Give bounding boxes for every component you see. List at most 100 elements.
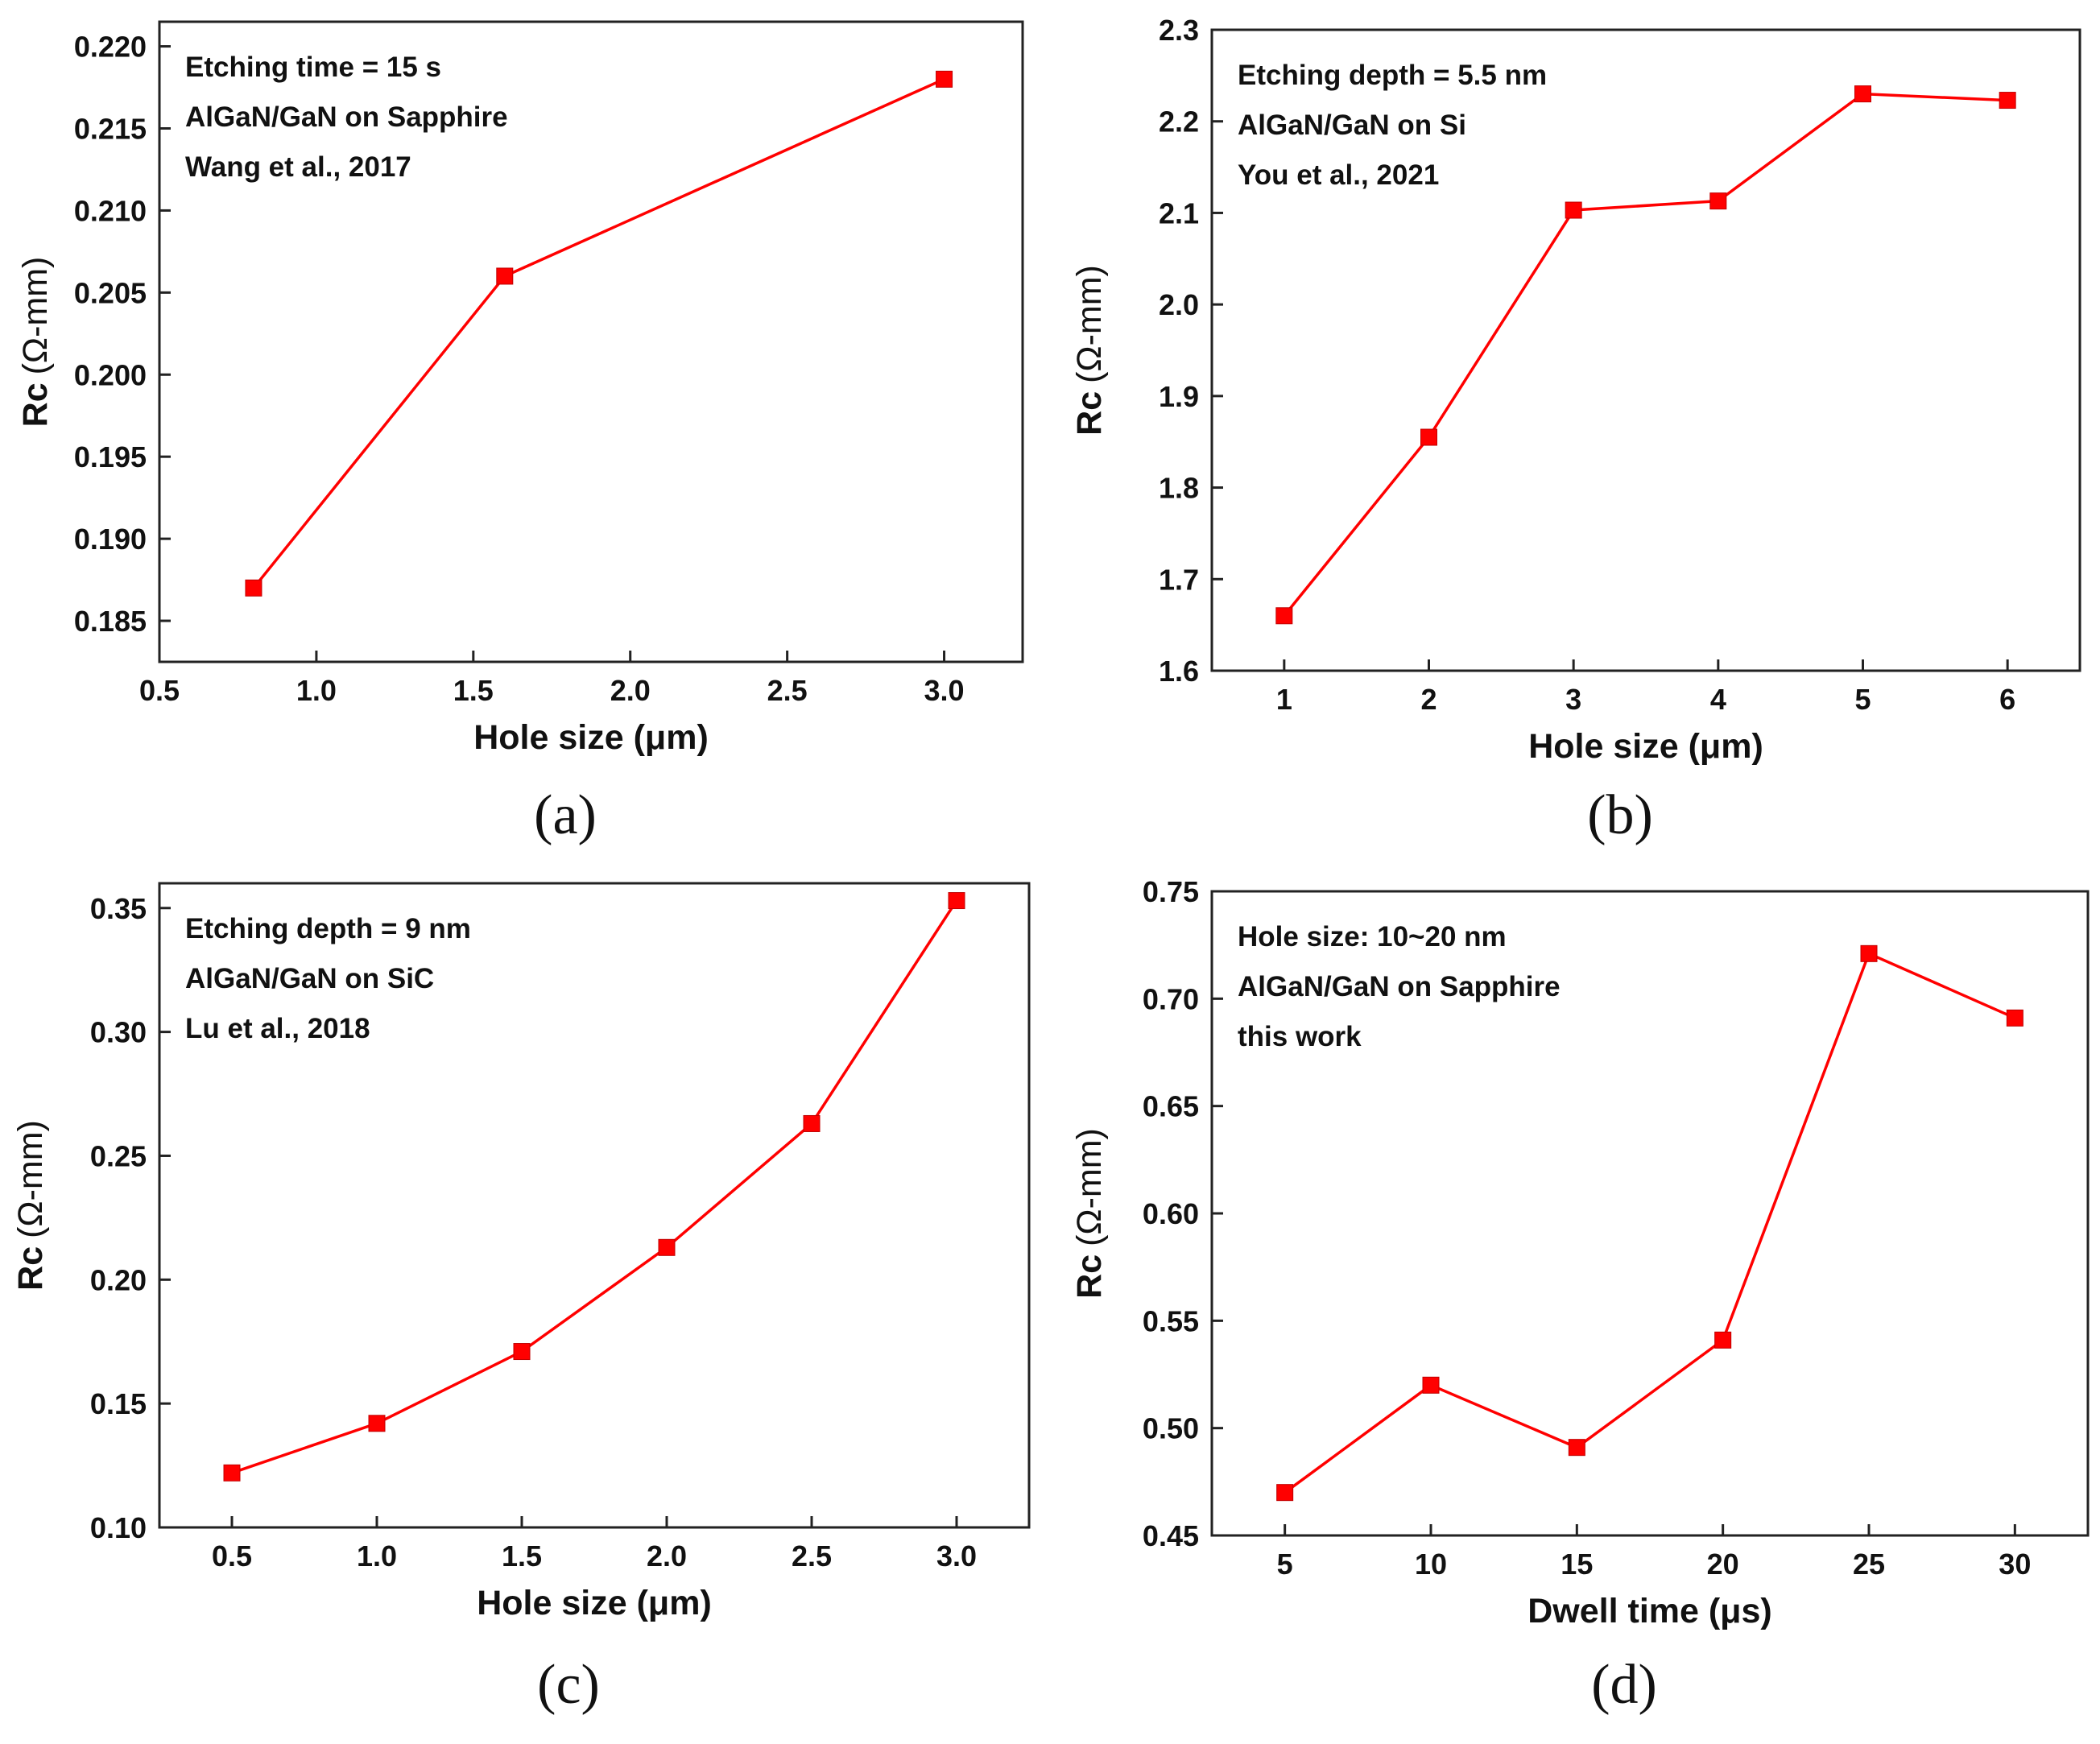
x-axis-title: Hole size (μm) [473, 718, 709, 757]
plot-frame [1210, 28, 2081, 672]
panel-label: (b) [1587, 784, 1653, 846]
data-point [1860, 944, 1878, 962]
data-point [2006, 1009, 2024, 1027]
y-tick-label: 0.50 [1143, 1412, 1199, 1445]
y-tick-label: 0.185 [74, 605, 147, 638]
y-axis-title: Rc (Ω-mm) [11, 1120, 50, 1291]
x-tick-label: 2.5 [767, 674, 808, 707]
y-tick-label: 1.9 [1159, 380, 1199, 413]
y-tick-label: 0.220 [74, 31, 147, 64]
x-tick-label: 25 [1853, 1548, 1885, 1581]
x-tick-label: 0.5 [212, 1539, 252, 1572]
y-tick-label: 0.205 [74, 276, 147, 309]
panel-label: (d) [1591, 1654, 1657, 1716]
y-tick-label: 0.200 [74, 358, 147, 391]
y-tick-label: 0.10 [90, 1511, 147, 1544]
data-point [1568, 1439, 1585, 1457]
x-axis-title: Dwell time (μs) [1527, 1592, 1771, 1630]
y-axis-title-main: Rc [11, 1246, 50, 1291]
y-tick-label: 0.65 [1143, 1090, 1199, 1123]
y-tick-label: 2.0 [1159, 288, 1199, 321]
x-tick-label: 10 [1415, 1548, 1447, 1581]
annotation-line: AlGaN/GaN on Sapphire [185, 101, 508, 133]
annotation-line: Wang et al., 2017 [185, 151, 411, 183]
data-point [658, 1238, 676, 1256]
x-tick-label: 1.5 [502, 1539, 542, 1572]
plot-frame [158, 20, 1024, 663]
y-axis-title-unit: (Ω-mm) [1070, 1128, 1109, 1246]
y-tick-label: 1.6 [1159, 655, 1199, 688]
data-point [513, 1343, 531, 1361]
y-tick-label: 0.190 [74, 523, 147, 556]
x-tick-label: 0.5 [139, 674, 180, 707]
x-tick-label: 2.0 [647, 1539, 687, 1572]
panel-label: (a) [534, 784, 597, 846]
y-axis-title-unit: (Ω-mm) [11, 1120, 50, 1238]
y-tick-label: 0.25 [90, 1139, 147, 1172]
x-tick-label: 30 [1999, 1548, 2031, 1581]
x-tick-label: 15 [1561, 1548, 1593, 1581]
y-tick-label: 1.7 [1159, 563, 1199, 596]
y-tick-label: 2.2 [1159, 105, 1199, 138]
x-tick-label: 3.0 [936, 1539, 977, 1572]
data-point [1422, 1376, 1440, 1394]
annotation-line: this work [1238, 1021, 1362, 1052]
x-tick-label: 2 [1420, 683, 1437, 716]
data-point [368, 1415, 386, 1432]
data-point [1276, 1484, 1294, 1502]
panel-b: 1 2 3 4 5 6 1.6 1.7 1.8 1.9 2.0 2.1 2.2 2.3 Hole size … [1070, 14, 2081, 846]
y-tick-label: 0.75 [1143, 875, 1199, 908]
x-axis-title: Hole size (μm) [477, 1584, 712, 1622]
x-tick-label: 1.0 [296, 674, 337, 707]
annotation-line: AlGaN/GaN on Si [1238, 110, 1466, 141]
y-tick-label: 0.210 [74, 194, 147, 227]
series-line [1283, 92, 2008, 617]
x-tick-label: 1 [1276, 683, 1292, 716]
data-point [1420, 428, 1437, 446]
y-tick-label: 2.3 [1159, 14, 1199, 47]
panel-label: (c) [537, 1654, 600, 1716]
y-axis-title: Rc (Ω-mm) [1070, 265, 1109, 436]
data-point [803, 1114, 821, 1132]
y-tick-label: 0.30 [90, 1016, 147, 1049]
y-tick-label: 0.195 [74, 440, 147, 473]
x-tick-label: 5 [1854, 683, 1871, 716]
x-tick-label: 3.0 [924, 674, 965, 707]
y-axis-title-unit: (Ω-mm) [16, 257, 55, 375]
y-axis-title-main: Rc [1070, 391, 1109, 436]
annotation-line: You et al., 2021 [1238, 159, 1439, 191]
x-tick-label: 20 [1707, 1548, 1739, 1581]
x-tick-label: 3 [1565, 683, 1581, 716]
annotation-line: Etching depth = 9 nm [185, 913, 471, 944]
y-axis-title-main: Rc [1070, 1254, 1109, 1299]
plot-frame [158, 882, 1031, 1529]
data-point [1275, 607, 1293, 625]
y-axis-title-unit: (Ω-mm) [1070, 265, 1109, 383]
panel-c: 0.5 1.0 1.5 2.0 2.5 3.0 0.10 0.15 0.20 0.25 0.30 0.… [11, 882, 1031, 1716]
annotation-line: Lu et al., 2018 [185, 1013, 370, 1044]
y-tick-label: 2.1 [1159, 196, 1199, 229]
y-tick-label: 0.215 [74, 113, 147, 146]
data-point [1999, 92, 2016, 110]
x-tick-label: 6 [1999, 683, 2015, 716]
x-tick-label: 4 [1710, 683, 1726, 716]
x-tick-label: 5 [1277, 1548, 1293, 1581]
x-axis-title: Hole size (μm) [1528, 727, 1763, 766]
x-tick-label: 2.5 [792, 1539, 832, 1572]
data-point [496, 267, 514, 285]
panel-a: 0.5 1.0 1.5 2.0 2.5 3.0 0.185 0.190 0.195 0.200 0.… [16, 20, 1024, 846]
y-tick-label: 0.70 [1143, 982, 1199, 1015]
panel-d: 5 10 15 20 25 30 0.45 0.50 0.55 0.60 0.65 0.70 0.75 D… [1070, 875, 2090, 1716]
x-tick-label: 1.5 [453, 674, 494, 707]
annotation-line: Etching depth = 5.5 nm [1238, 60, 1547, 91]
data-point [245, 579, 262, 597]
data-point [948, 892, 965, 910]
series-line [1284, 951, 2016, 1494]
x-tick-label: 1.0 [357, 1539, 397, 1572]
data-point [223, 1464, 241, 1482]
y-axis-title-main: Rc [16, 382, 55, 427]
data-point [1854, 85, 1871, 103]
annotation-line: Hole size: 10~20 nm [1238, 921, 1507, 953]
y-tick-label: 0.45 [1143, 1519, 1199, 1552]
x-tick-label: 2.0 [610, 674, 651, 707]
